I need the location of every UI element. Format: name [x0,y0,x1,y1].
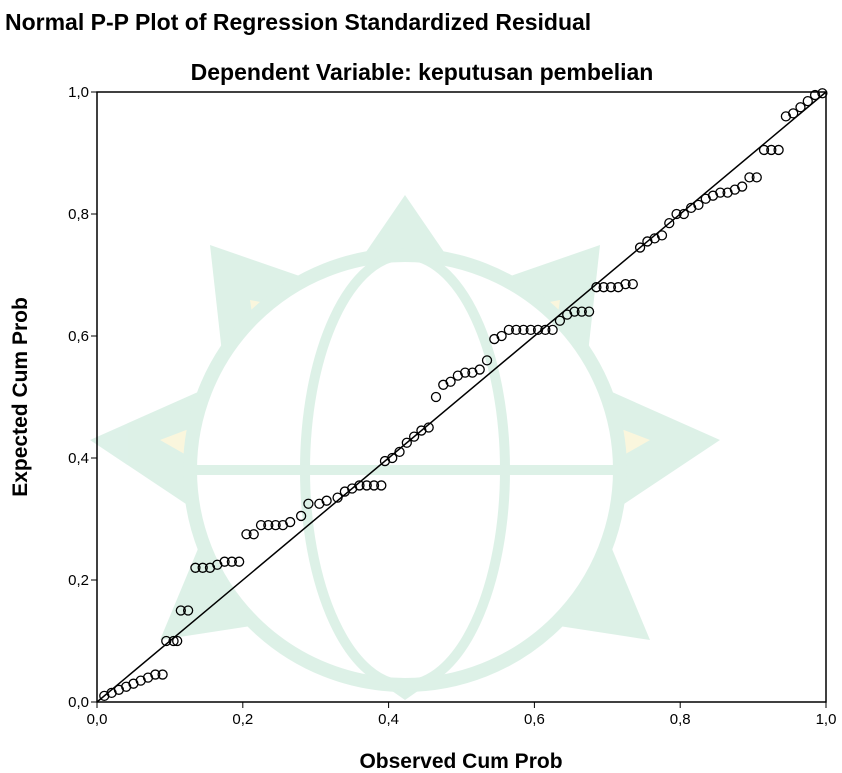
x-tick-label: 1,0 [816,711,837,728]
point [656,230,668,241]
point [474,364,485,375]
point [693,199,704,211]
point [634,242,646,253]
point [175,605,186,616]
y-axis-label: Expected Cum Prob [9,297,32,497]
point [554,315,566,326]
point [503,324,515,336]
point [354,480,365,491]
point [671,208,682,220]
point [802,96,813,107]
point [161,635,172,647]
point [368,480,380,491]
y-tick-label: 0,8 [68,206,89,223]
point [219,556,230,567]
watermark-meridian [300,250,510,690]
point [270,519,281,531]
point [576,306,587,317]
point [226,556,238,567]
point [197,562,208,573]
point [459,367,471,378]
point [401,437,412,448]
point [532,324,544,336]
watermark-globe [183,248,627,692]
point [190,562,201,573]
point [583,306,595,317]
point [408,431,420,442]
point [430,391,442,403]
point [394,446,405,458]
point [172,635,183,647]
point [376,480,387,491]
chart-title: Normal P-P Plot of Regression Standardiz… [5,9,591,35]
point [715,187,726,198]
point [620,278,631,290]
y-tick-label: 0,6 [68,328,89,345]
point [795,102,806,113]
point [751,172,762,183]
point [241,529,252,540]
point [598,282,609,293]
point [496,330,507,342]
chart-subtitle: Dependent Variable: keputusan pembelian [191,59,654,85]
point [758,144,770,156]
point [817,88,828,99]
point [150,669,161,680]
point [569,306,580,317]
x-tick-label: 0,2 [232,711,253,728]
point [423,422,434,433]
point [255,519,267,531]
point [248,529,259,540]
point [511,324,522,336]
watermark [90,195,720,700]
point [664,217,675,229]
point [627,278,638,290]
reference-line [96,91,827,703]
y-tick-label: 0,4 [68,450,89,467]
x-axis-label: Observed Cum Prob [359,750,562,773]
plot-frame [96,91,827,703]
point [321,495,332,506]
point [234,556,245,567]
point [387,452,398,464]
point [157,669,168,680]
x-tick-label: 0,4 [378,711,399,728]
point [605,282,617,293]
point [332,492,343,503]
point [182,605,194,616]
point [809,89,821,101]
point [737,181,748,192]
point [285,516,296,528]
point [547,324,558,336]
point [295,510,307,522]
point [591,282,602,293]
point [518,324,529,336]
point [445,376,456,387]
point [168,635,179,647]
point [678,208,689,220]
point [788,108,799,119]
x-tick-label: 0,6 [524,711,545,728]
y-tick-label: 1,0 [68,84,89,101]
x-tick-label: 0,8 [670,711,691,728]
x-tick-label: 0,0 [87,711,108,728]
y-tick-label: 0,2 [68,572,89,589]
point [540,324,551,336]
y-tick-label: 0,0 [68,694,89,711]
point [481,355,493,366]
point [744,172,755,183]
point [773,144,784,156]
point [263,519,274,531]
point [361,480,372,491]
point [303,498,314,509]
point [525,324,536,336]
point [766,144,777,156]
